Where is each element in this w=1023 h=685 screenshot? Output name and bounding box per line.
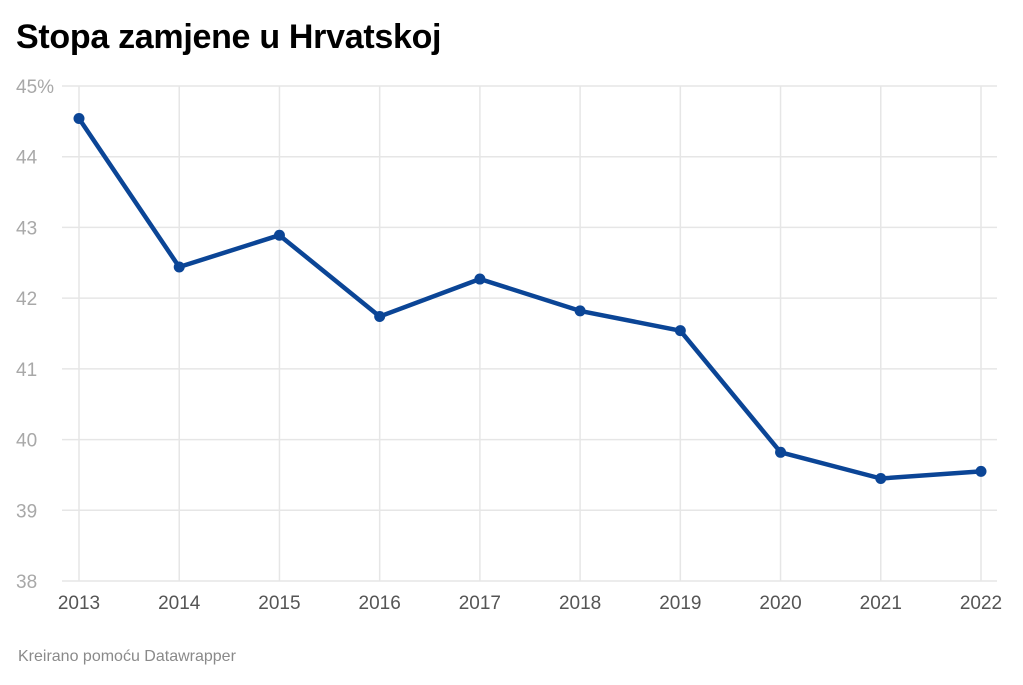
data-point <box>574 305 586 317</box>
y-tick-label: 39 <box>16 501 37 522</box>
y-tick-label: 45% <box>16 77 54 98</box>
x-tick-label: 2020 <box>759 593 801 614</box>
x-tick-label: 2017 <box>459 593 501 614</box>
series-line-group <box>76 116 984 481</box>
data-point <box>474 273 486 285</box>
y-tick-label: 43 <box>16 218 37 239</box>
x-tick-label: 2014 <box>158 593 201 614</box>
y-tick-label: 42 <box>16 289 37 310</box>
y-tick-label: 38 <box>16 572 37 593</box>
data-point <box>173 261 185 273</box>
horizontal-gridlines <box>62 85 997 582</box>
x-tick-label: 2022 <box>960 593 1002 614</box>
footer-credit: Kreirano pomoću Datawrapper <box>18 648 236 665</box>
x-tick-label: 2021 <box>860 593 902 614</box>
data-point <box>374 311 386 323</box>
x-tick-label: 2019 <box>659 593 701 614</box>
x-tick-label: 2013 <box>58 593 100 614</box>
y-tick-label: 41 <box>16 360 37 381</box>
x-tick-label: 2018 <box>559 593 601 614</box>
data-points <box>73 113 987 484</box>
data-point <box>975 465 987 477</box>
y-tick-label: 44 <box>16 148 38 169</box>
y-tick-label: 40 <box>16 431 37 452</box>
data-point <box>875 472 887 484</box>
y-tick-labels: 38 39 40 41 42 43 44 45% <box>16 77 54 593</box>
data-point <box>674 325 686 337</box>
chart-title: Stopa zamjene u Hrvatskoj <box>16 18 442 56</box>
x-tick-label: 2015 <box>258 593 300 614</box>
data-point <box>273 229 285 241</box>
vertical-gridlines <box>78 86 982 581</box>
data-point <box>775 446 787 458</box>
series-line <box>76 116 984 481</box>
x-tick-label: 2016 <box>359 593 401 614</box>
x-tick-labels: 2013 2014 2015 2016 2017 2018 2019 2020 2021 2022 <box>58 593 1002 614</box>
data-point <box>73 113 85 125</box>
